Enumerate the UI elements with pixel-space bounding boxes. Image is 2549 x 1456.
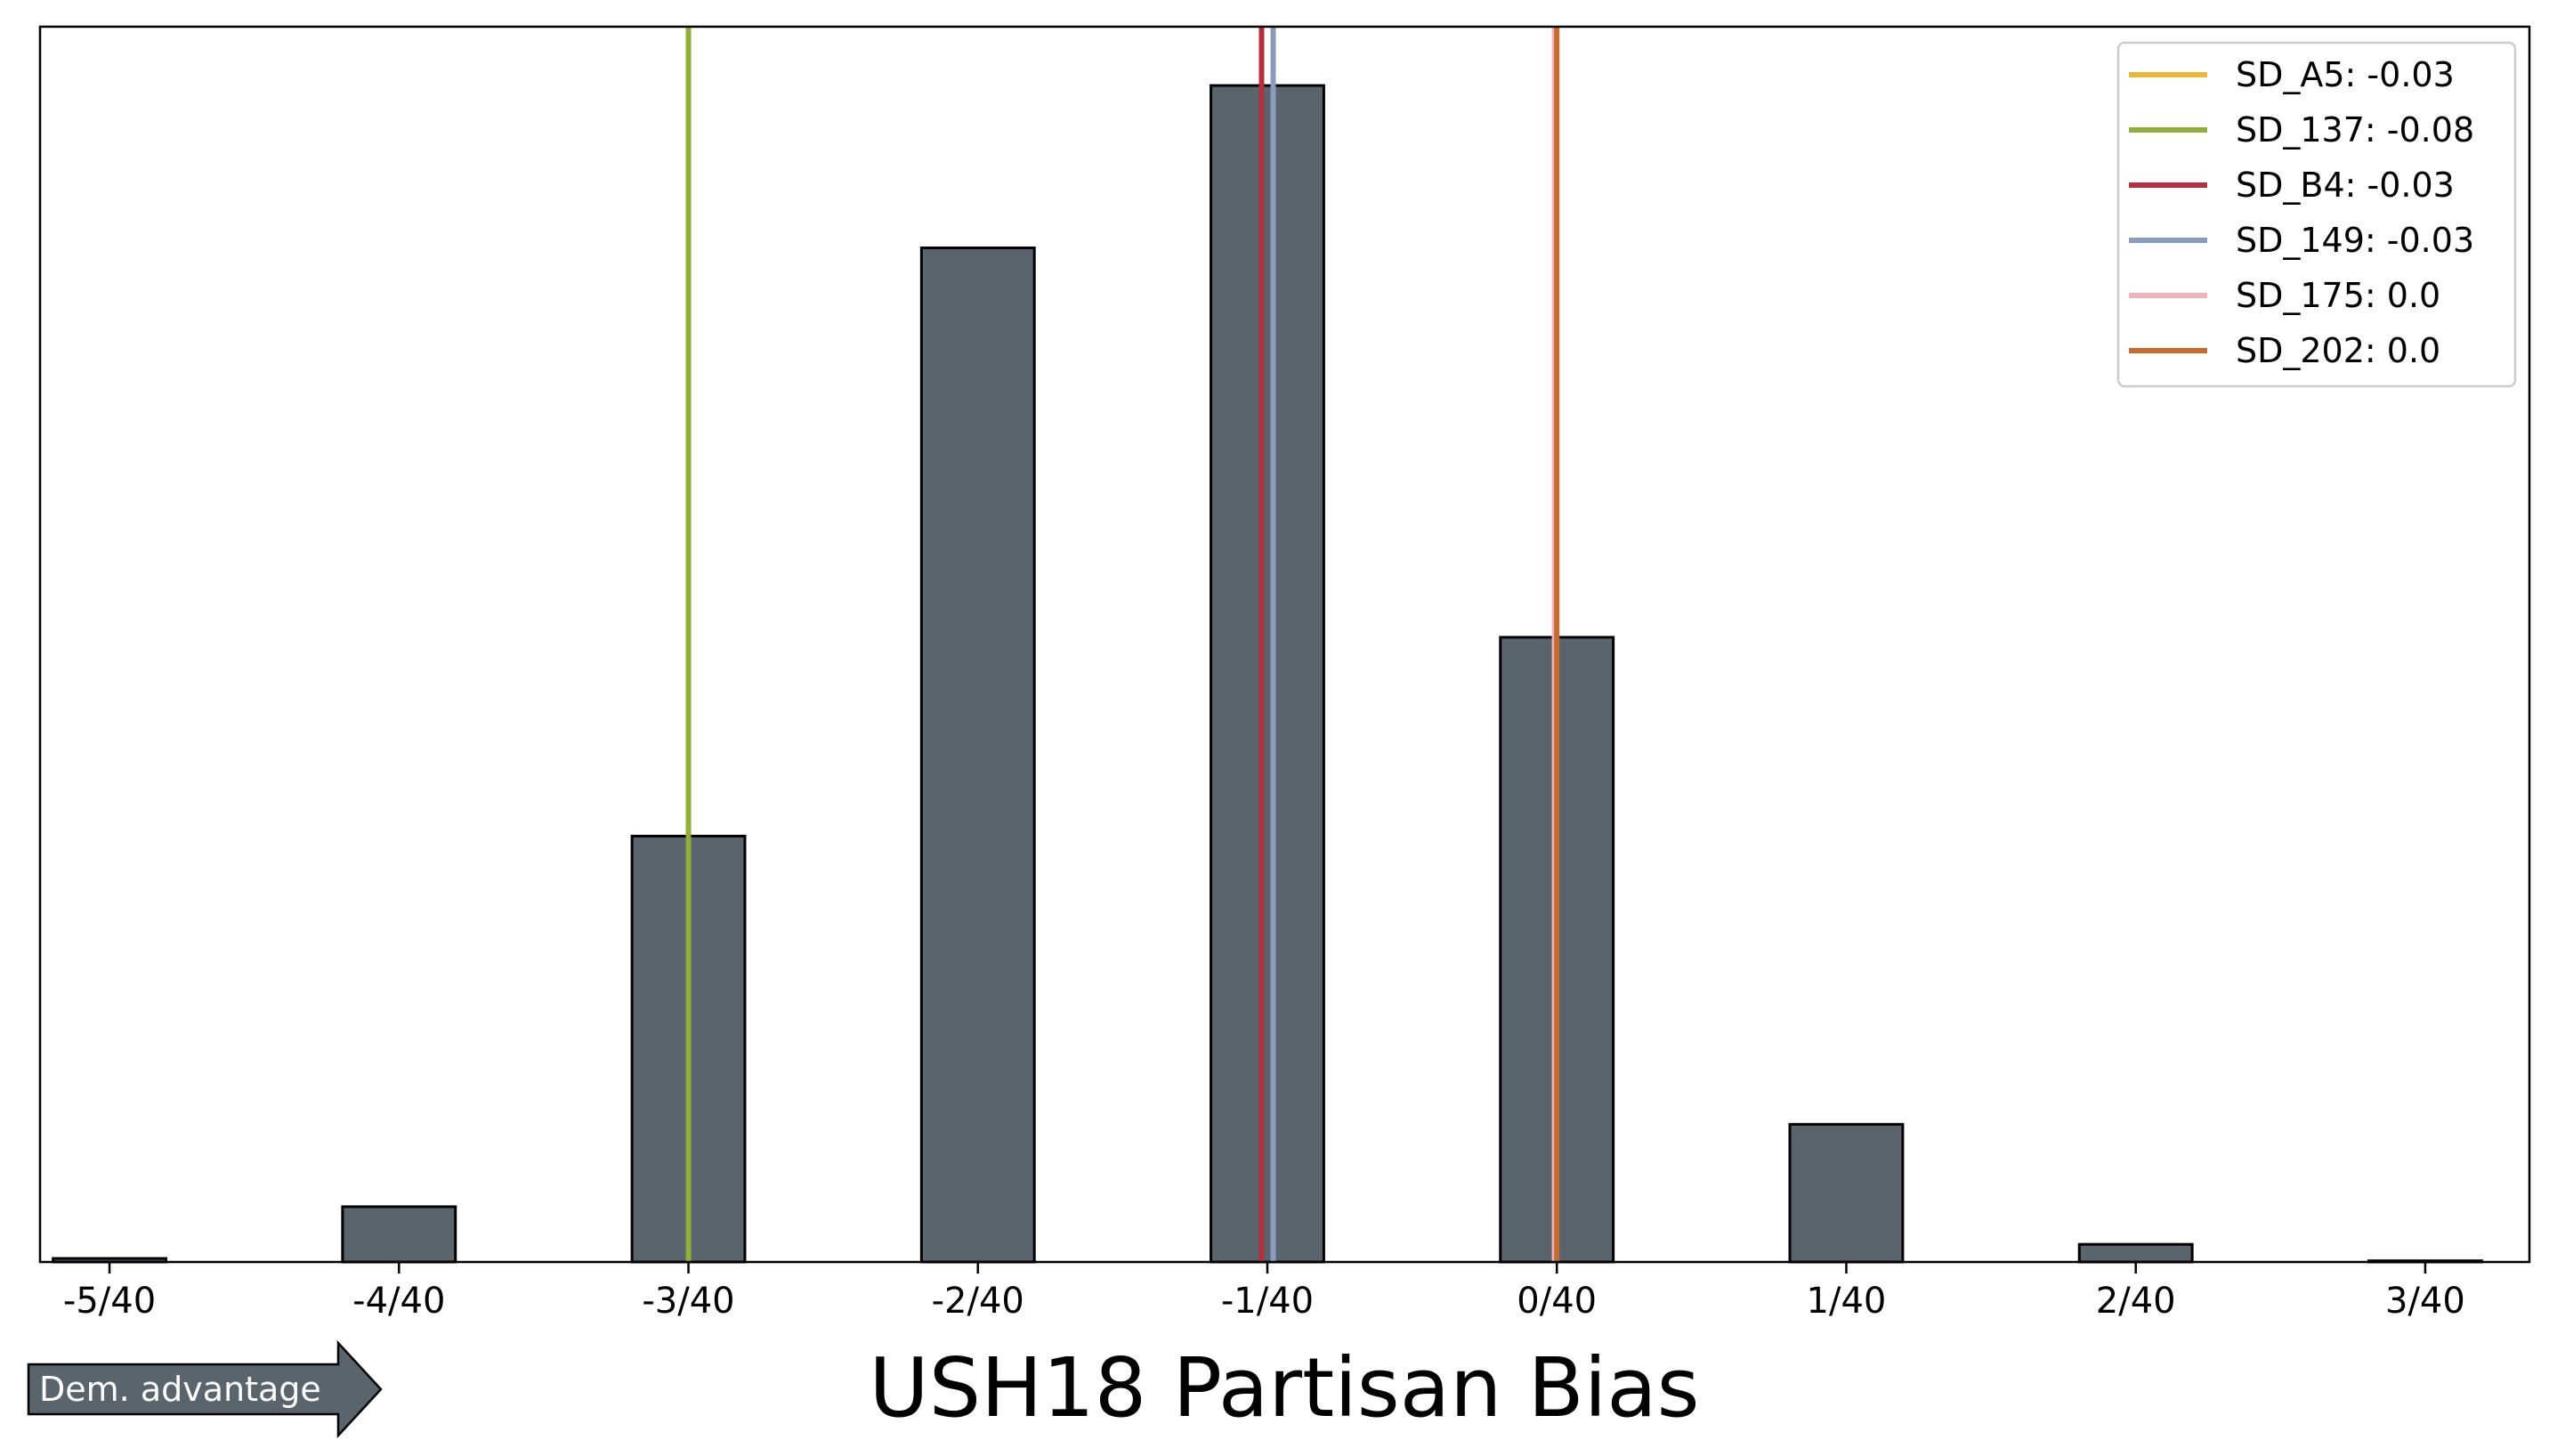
legend-entry-label: SD_B4: -0.03	[2236, 166, 2455, 205]
x-tick-label: -5/40	[63, 1281, 156, 1322]
badge-label: Dem. advantage	[39, 1370, 321, 1409]
x-tick-label: -3/40	[642, 1281, 734, 1322]
chart-title: USH18 Partisan Bias	[869, 1340, 1699, 1436]
dem-advantage-badge: Dem. advantage	[27, 1339, 383, 1439]
legend-entry-label: SD_137: -0.08	[2236, 110, 2474, 150]
x-tick-label: -1/40	[1221, 1281, 1314, 1322]
legend-entry-label: SD_A5: -0.03	[2236, 55, 2455, 94]
x-axis-ticks: -5/40 -4/40 -3/40 -2/40 -1/40 0/40 1/40 2/40 3/4…	[63, 1262, 2465, 1322]
legend-entry-label: SD_149: -0.03	[2236, 221, 2474, 260]
histogram-bar	[919, 247, 1036, 1264]
histogram-bar	[341, 1205, 457, 1264]
legend-box	[2116, 41, 2517, 388]
histogram-bar	[2077, 1242, 2194, 1264]
legend-entry-label: SD_175: 0.0	[2236, 276, 2440, 315]
histogram-bar	[1788, 1122, 1905, 1264]
plot-frame	[38, 25, 2531, 1264]
x-tick-label: 0/40	[1517, 1281, 1597, 1322]
legend-entry-label: SD_202: 0.0	[2236, 331, 2440, 370]
reference-lines-layer	[685, 27, 1560, 1262]
badge-arrow-shape	[27, 1339, 383, 1439]
x-tick-label: 2/40	[2096, 1281, 2176, 1322]
legend: SD_A5: -0.03 SD_137: -0.08 SD_B4: -0.03 SD_…	[2116, 41, 2517, 388]
x-tick-label: 3/40	[2385, 1281, 2465, 1322]
x-tick-label: -4/40	[352, 1281, 445, 1322]
histogram-bar	[1210, 84, 1325, 1264]
x-tick-label: -2/40	[932, 1281, 1024, 1322]
x-tick-label: 1/40	[1807, 1281, 1887, 1322]
